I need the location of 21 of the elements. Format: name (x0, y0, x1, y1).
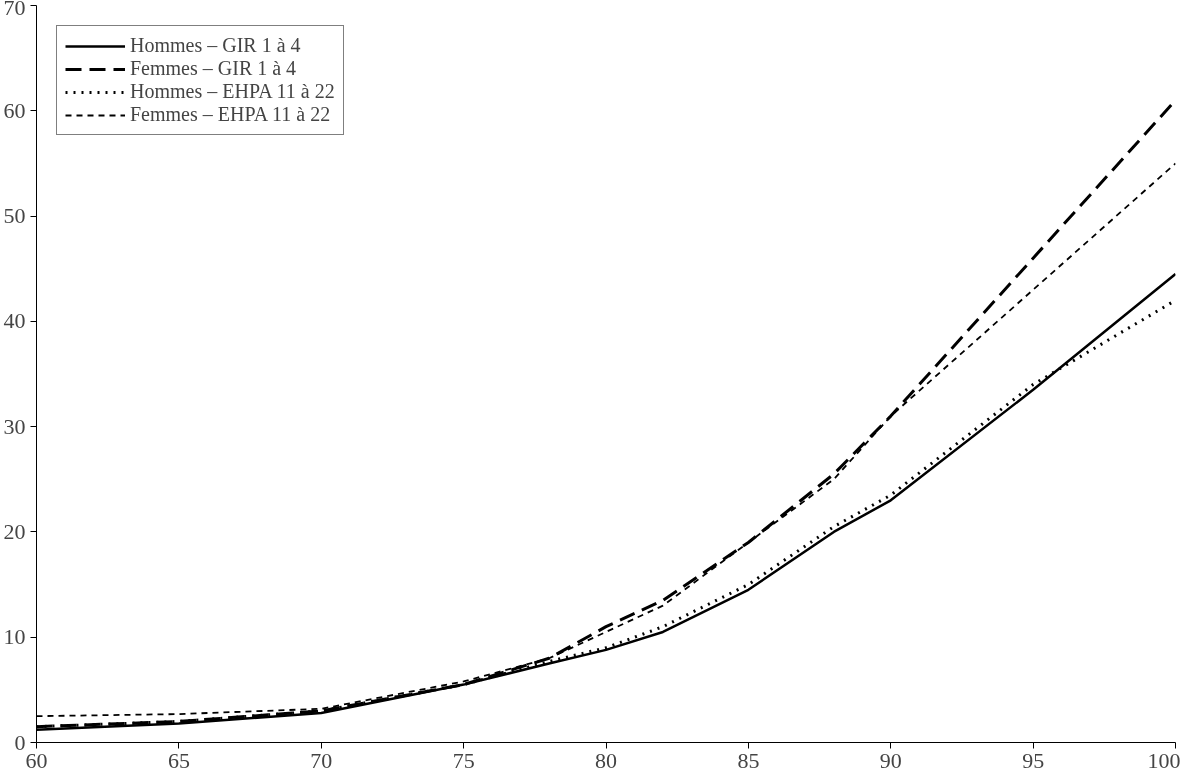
legend-label: Hommes – EHPA 11 à 22 (130, 80, 335, 103)
x-tick-label: 60 (25, 747, 48, 773)
legend-label: Hommes – GIR 1 à 4 (130, 34, 301, 57)
y-tick-label: 30 (3, 413, 26, 439)
y-tick-label: 10 (3, 624, 26, 650)
x-tick-label: 75 (452, 747, 475, 773)
x-tick-label: 70 (310, 747, 333, 773)
y-tick-label: 40 (3, 308, 26, 334)
y-tick-label: 0 (14, 729, 26, 755)
legend-label: Femmes – GIR 1 à 4 (130, 57, 297, 80)
y-tick-label: 20 (3, 518, 26, 544)
y-tick-label: 70 (3, 0, 26, 20)
y-tick-label: 50 (3, 203, 26, 229)
legend-label: Femmes – EHPA 11 à 22 (130, 103, 331, 126)
y-tick-label: 60 (3, 97, 26, 123)
x-tick-label: 95 (1022, 747, 1045, 773)
x-tick-label: 85 (737, 747, 760, 773)
x-tick-label: 80 (595, 747, 617, 773)
x-tick-label: 100 (1147, 747, 1181, 773)
x-tick-label: 65 (167, 747, 190, 773)
x-tick-label: 90 (879, 747, 902, 773)
